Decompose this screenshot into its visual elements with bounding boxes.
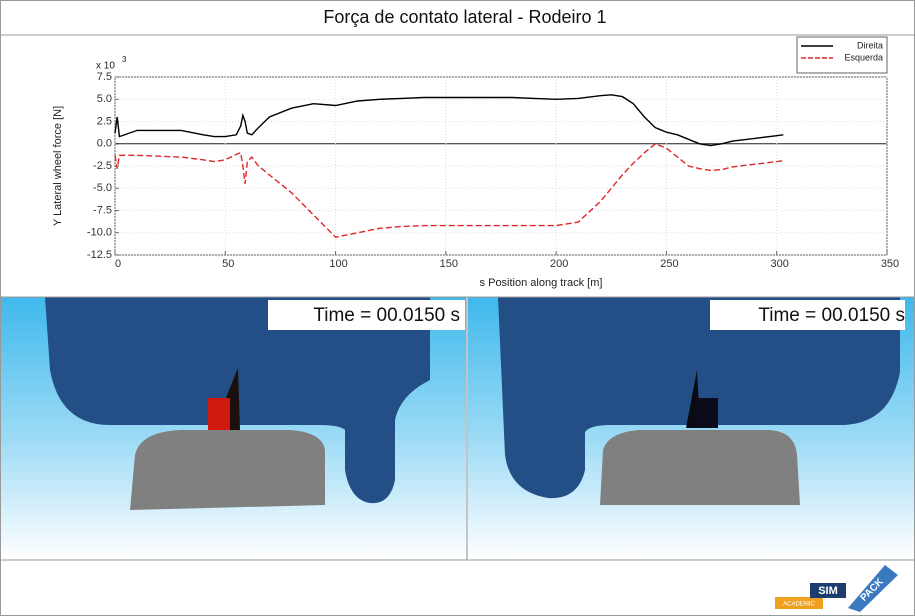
simulation-window: Força de contato lateral - Rodeiro 1 Tim… xyxy=(0,0,915,616)
y-tick-label: 7.5 xyxy=(97,71,112,83)
y-tick-label: -10.0 xyxy=(87,227,112,239)
x-tick-label: 350 xyxy=(881,258,899,270)
y-multiplier: x 10 xyxy=(96,61,115,72)
time-label: Time = 00.0150 s xyxy=(758,305,905,326)
time-label: Time = 00.0150 s xyxy=(313,305,460,326)
y-tick-label: -5.0 xyxy=(93,182,112,194)
x-axis-label: s Position along track [m] xyxy=(480,277,603,289)
x-tick-label: 300 xyxy=(771,258,789,270)
legend-label: Direita xyxy=(857,40,883,50)
x-tick-label: 150 xyxy=(440,258,458,270)
chart-title: Força de contato lateral - Rodeiro 1 xyxy=(323,7,606,27)
x-tick-label: 50 xyxy=(222,258,234,270)
y-tick-label: 0.0 xyxy=(97,138,112,150)
right-view xyxy=(468,297,914,560)
screen: Força de contato lateral - Rodeiro 1 Tim… xyxy=(0,0,915,616)
x-tick-label: 250 xyxy=(660,258,678,270)
y-axis-label: Y Lateral wheel force [N] xyxy=(52,106,64,226)
left-view xyxy=(1,297,466,560)
y-tick-label: -12.5 xyxy=(87,249,112,261)
logo-left: SIM xyxy=(818,585,838,597)
plot-area xyxy=(115,77,887,255)
y-tick-label: 2.5 xyxy=(97,115,112,127)
y-tick-label: -2.5 xyxy=(93,160,112,172)
y-multiplier-exponent: 3 xyxy=(122,55,127,64)
x-tick-label: 0 xyxy=(115,258,121,270)
y-tick-label: -7.5 xyxy=(93,204,112,216)
x-tick-label: 100 xyxy=(329,258,347,270)
legend-label: Esquerda xyxy=(844,52,883,62)
logo-sub: ACADEMIC xyxy=(783,602,815,608)
x-tick-label: 200 xyxy=(550,258,568,270)
y-tick-label: 5.0 xyxy=(97,93,112,105)
